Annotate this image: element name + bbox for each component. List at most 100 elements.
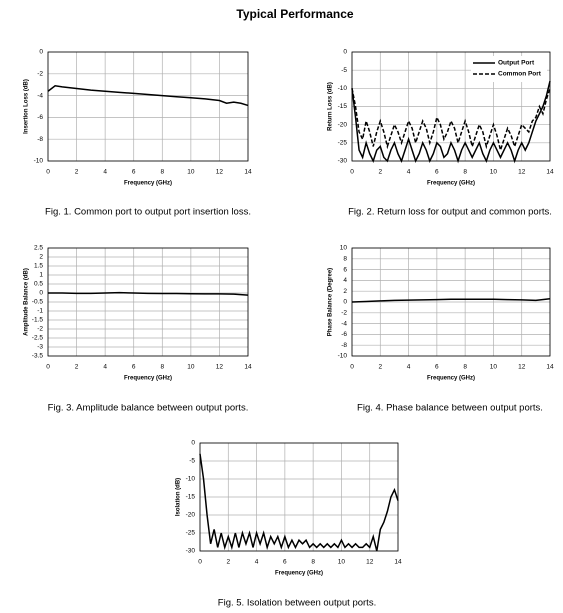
x-tick-label: 6 xyxy=(435,169,439,176)
y-tick-label: -25 xyxy=(186,530,196,537)
y-tick-label: -8 xyxy=(37,136,43,143)
x-tick-label: 8 xyxy=(463,169,467,176)
chart: 2.521.510.50-0.5-1-1.5-2-2.5-3-3.50 2 4 6 8 1… xyxy=(24,245,252,414)
x-tick-label: 2 xyxy=(378,364,382,371)
x-tick-label: 10 xyxy=(490,169,498,176)
y-tick-label: -25 xyxy=(338,140,348,147)
x-tick-label: 0 xyxy=(198,559,202,566)
x-tick-label: 14 xyxy=(394,559,402,566)
y-tick-label: -30 xyxy=(338,158,348,165)
x-tick-label: 0 xyxy=(46,169,50,176)
y-tick-label: 2 xyxy=(343,288,347,295)
data-line xyxy=(351,298,551,303)
x-tick-label: 14 xyxy=(546,364,554,371)
y-tick-label: -30 xyxy=(186,548,196,555)
figure-caption: Fig. 3. Amplitude balance between output… xyxy=(48,403,249,414)
y-tick-label: -20 xyxy=(338,121,348,128)
y-tick-label: -10 xyxy=(338,353,348,360)
x-axis-label: Frequency (GHz) xyxy=(124,181,172,187)
x-tick-label: 8 xyxy=(160,169,164,176)
x-tick-label: 2 xyxy=(75,364,79,371)
y-tick-label: -15 xyxy=(338,103,348,110)
y-tick-label: -6 xyxy=(341,331,347,338)
plot-frame xyxy=(351,51,551,162)
y-tick-label: -15 xyxy=(186,494,196,501)
x-axis-label: Frequency (GHz) xyxy=(427,376,475,382)
x-tick-label: 10 xyxy=(187,364,195,371)
plot-frame xyxy=(47,247,249,357)
x-axis-label: Frequency (GHz) xyxy=(275,571,323,577)
y-tick-label: -2 xyxy=(37,326,43,333)
x-axis-label: Frequency (GHz) xyxy=(427,181,475,187)
x-tick-label: 10 xyxy=(338,559,346,566)
x-axis-label: Frequency (GHz) xyxy=(124,376,172,382)
x-tick-label: 4 xyxy=(407,364,411,371)
y-tick-label: -10 xyxy=(34,158,44,165)
y-tick-label: 10 xyxy=(340,245,348,252)
legend-label: Output Port xyxy=(498,60,535,67)
x-tick-label: 8 xyxy=(311,559,315,566)
x-tick-label: 0 xyxy=(350,364,354,371)
y-axis-label: Return Loss (dB) xyxy=(328,82,334,131)
y-axis-label: Amplitude Balance (dB) xyxy=(24,268,30,336)
x-tick-label: 6 xyxy=(132,169,136,176)
x-tick-label: 14 xyxy=(546,169,554,176)
data-line xyxy=(47,85,249,107)
x-tick-label: 6 xyxy=(283,559,287,566)
y-tick-label: -20 xyxy=(186,512,196,519)
y-tick-label: 0 xyxy=(191,440,195,447)
y-tick-label: -8 xyxy=(341,342,347,349)
x-tick-label: 12 xyxy=(366,559,374,566)
x-tick-label: 6 xyxy=(132,364,136,371)
data-line xyxy=(351,88,551,153)
y-tick-label: -6 xyxy=(37,114,43,121)
y-tick-label: 0 xyxy=(343,299,347,306)
data-line xyxy=(199,453,399,552)
y-tick-label: 2.5 xyxy=(34,245,43,252)
y-tick-label: -0.5 xyxy=(32,299,44,306)
y-tick-label: -10 xyxy=(186,476,196,483)
x-tick-label: 4 xyxy=(103,169,107,176)
x-tick-label: 8 xyxy=(463,364,467,371)
x-tick-label: 2 xyxy=(378,169,382,176)
y-tick-label: 4 xyxy=(343,277,347,284)
y-tick-label: 0 xyxy=(343,49,347,56)
y-tick-label: -10 xyxy=(338,85,348,92)
y-tick-label: -1 xyxy=(37,308,43,315)
y-tick-label: 0 xyxy=(39,290,43,297)
figure-caption: Fig. 1. Common port to output port inser… xyxy=(45,207,251,218)
figure-caption: Fig. 2. Return loss for output and commo… xyxy=(348,207,552,218)
x-tick-label: 4 xyxy=(407,169,411,176)
y-axis-label: Phase Balance (Degree) xyxy=(328,268,334,336)
plot-frame xyxy=(47,51,249,162)
x-tick-label: 12 xyxy=(518,364,526,371)
x-tick-label: 6 xyxy=(435,364,439,371)
x-tick-label: 4 xyxy=(103,364,107,371)
x-tick-label: 12 xyxy=(518,169,526,176)
y-tick-label: -2.5 xyxy=(32,335,44,342)
x-tick-label: 10 xyxy=(490,364,498,371)
y-tick-label: -5 xyxy=(341,67,347,74)
x-tick-label: 14 xyxy=(244,169,252,176)
x-tick-label: 12 xyxy=(216,169,224,176)
y-tick-label: -2 xyxy=(341,310,347,317)
y-tick-label: 2 xyxy=(39,254,43,261)
legend-box xyxy=(471,56,547,82)
figure-caption: Fig. 4. Phase balance between output por… xyxy=(357,403,543,414)
data-line xyxy=(351,80,551,164)
y-tick-label: 6 xyxy=(343,266,347,273)
figure-caption: Fig. 5. Isolation between output ports. xyxy=(218,598,376,609)
x-tick-label: 0 xyxy=(46,364,50,371)
y-tick-label: -5 xyxy=(189,458,195,465)
y-tick-label: -3 xyxy=(37,344,43,351)
y-tick-label: 8 xyxy=(343,256,347,263)
y-tick-label: 0.5 xyxy=(34,281,43,288)
y-axis-label: Insertion Loss (dB) xyxy=(24,79,30,134)
x-tick-label: 8 xyxy=(160,364,164,371)
x-tick-label: 14 xyxy=(244,364,252,371)
